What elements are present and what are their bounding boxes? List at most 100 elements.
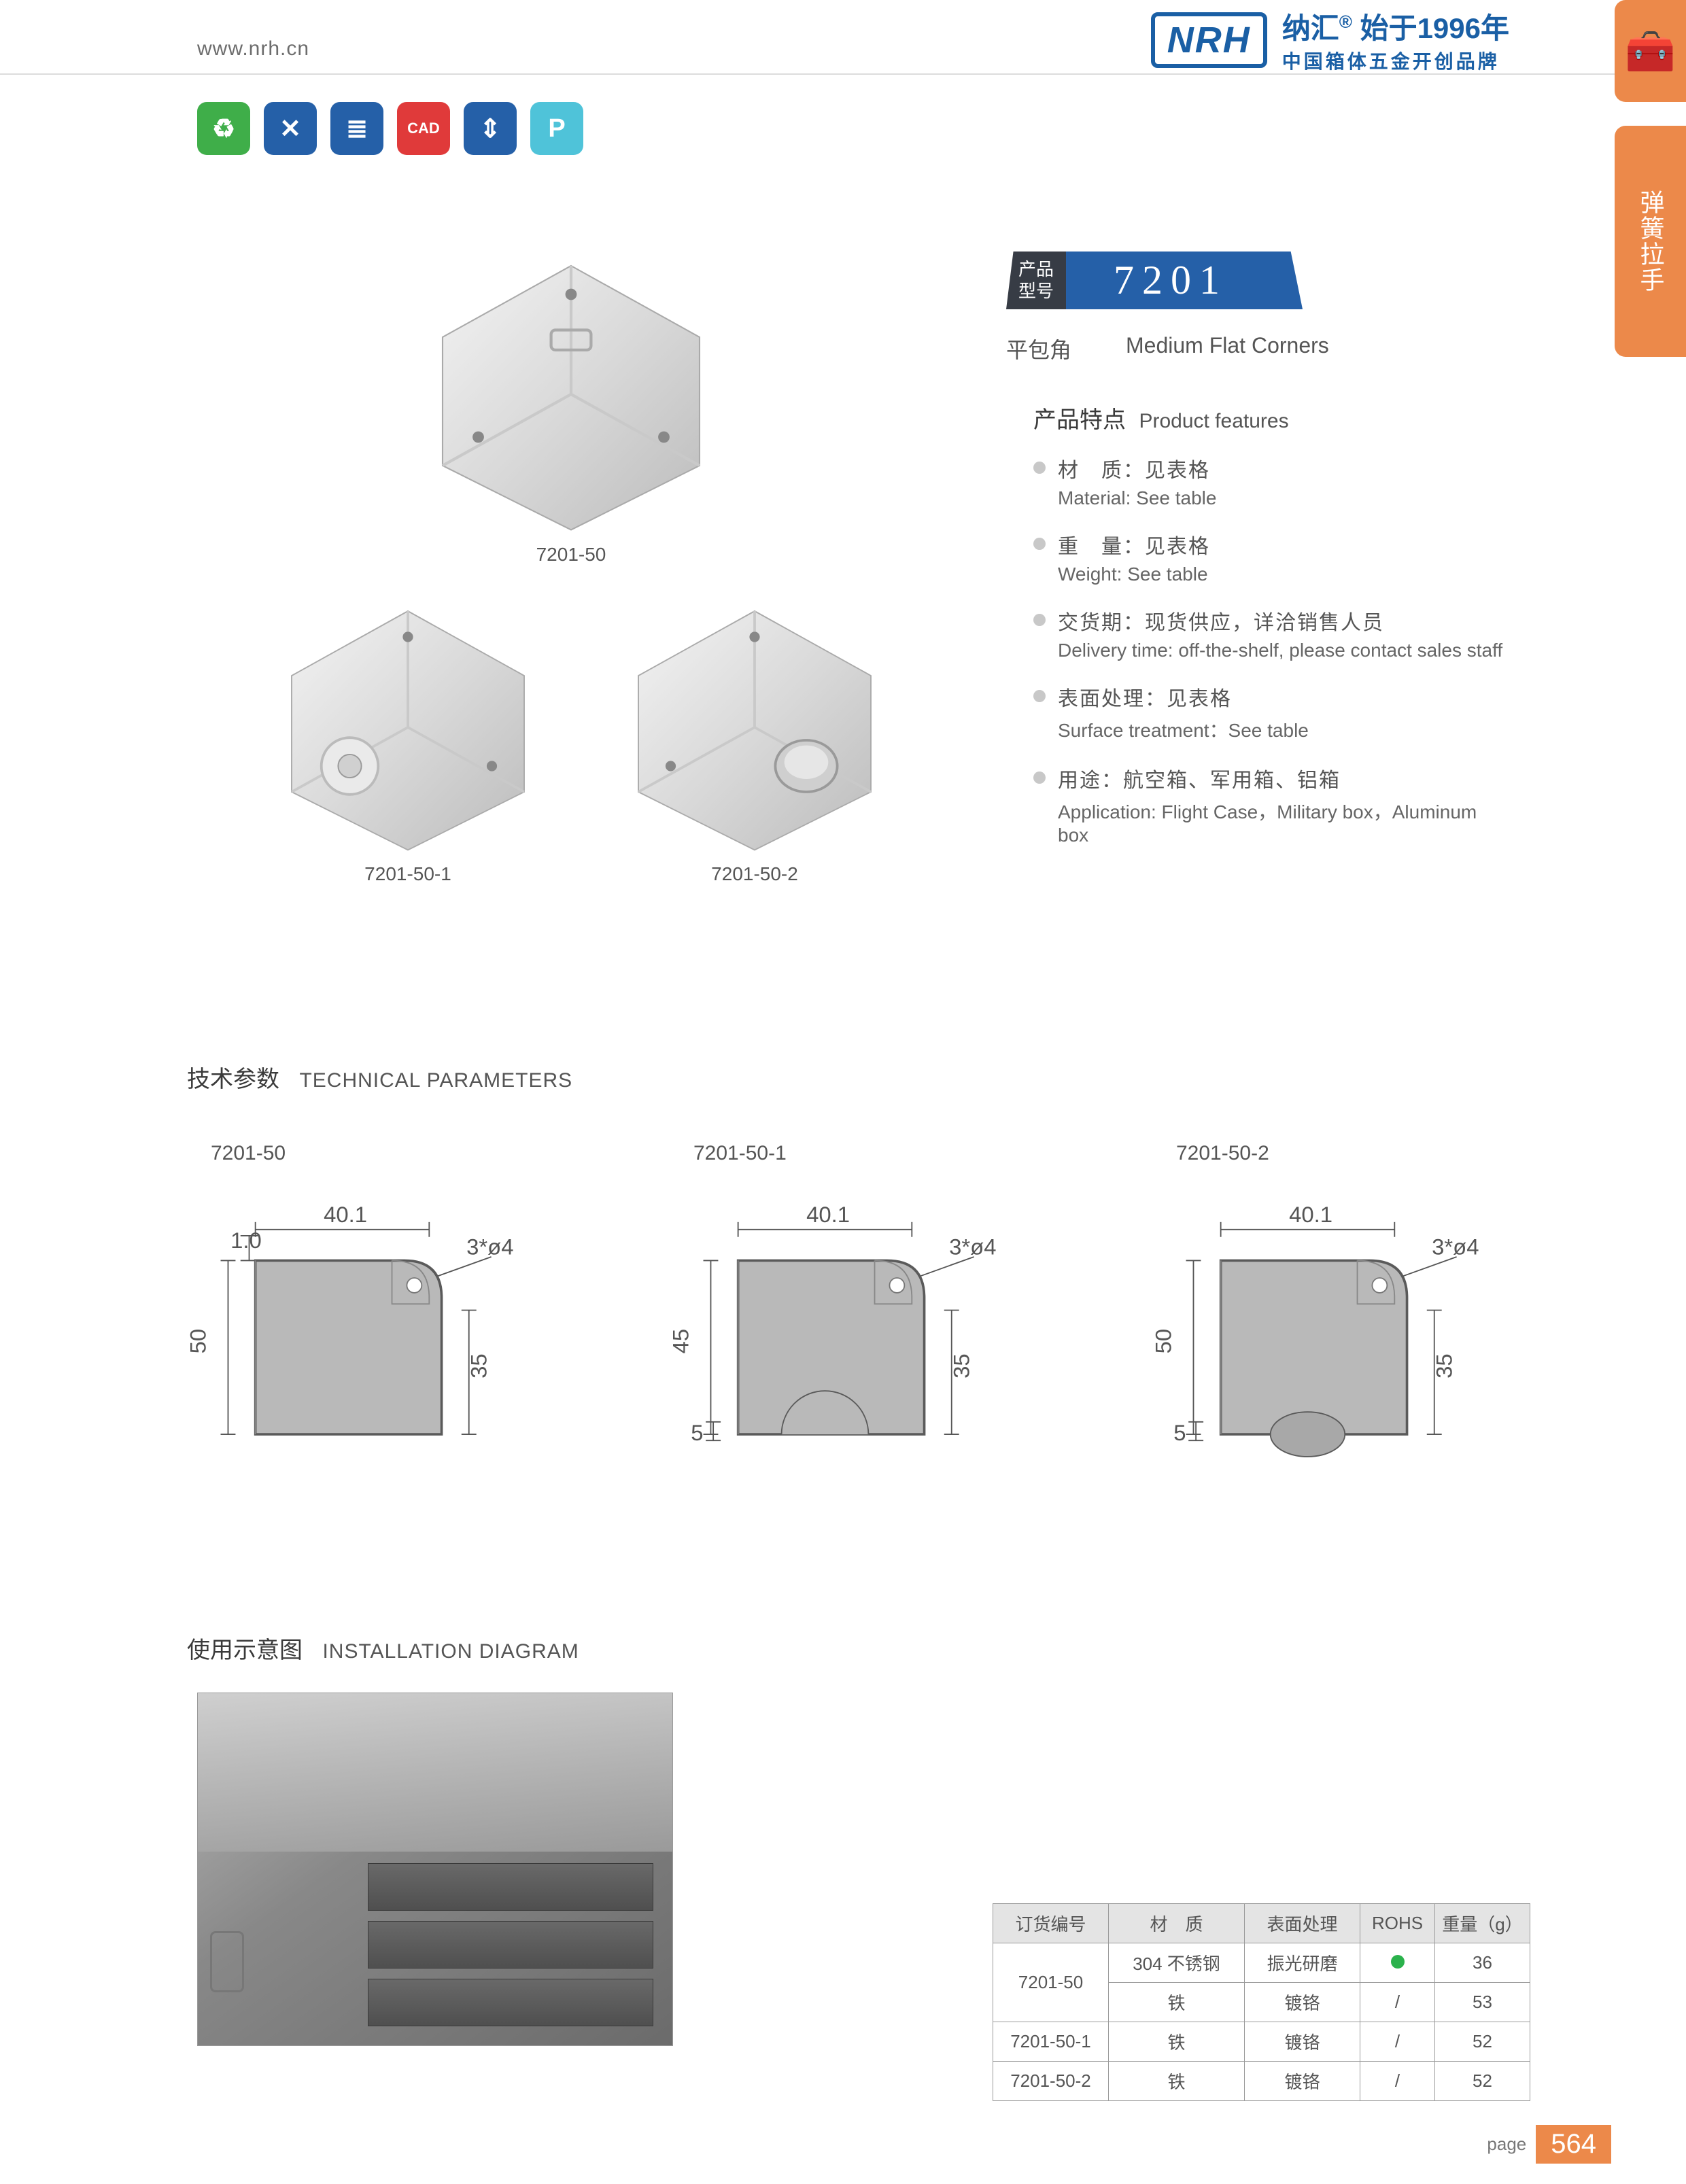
feature-en: Surface treatment：See table bbox=[1058, 716, 1509, 743]
table-header: 表面处理 bbox=[1245, 1904, 1360, 1943]
feature-en: Weight: See table bbox=[1058, 564, 1509, 585]
tech-diagram: 7201-50-2 40.1 3*ø4 50 5 35 bbox=[1142, 1142, 1523, 1478]
registered-icon: ® bbox=[1339, 12, 1352, 32]
brand-logo: NRH 纳汇® 始于1996年 中国箱体五金开创品牌 bbox=[1151, 5, 1509, 74]
features-title-cn: 产品特点 bbox=[1033, 407, 1126, 433]
table-row: 7201-50-2铁镀铬/52 bbox=[993, 2062, 1530, 2101]
svg-text:5: 5 bbox=[691, 1420, 703, 1445]
tech-diagram: 7201-50-1 40.1 3*ø4 45 5 35 bbox=[659, 1142, 1040, 1478]
rohs-dot-icon bbox=[1391, 1955, 1405, 1969]
drawer-illustration bbox=[368, 1921, 653, 1969]
corner-render bbox=[625, 598, 884, 856]
feature-badge-icon: CAD bbox=[397, 102, 450, 155]
page-number: 564 bbox=[1536, 2125, 1611, 2164]
svg-text:40.1: 40.1 bbox=[806, 1202, 850, 1227]
feature-badge-icon: ♻ bbox=[197, 102, 250, 155]
side-tab-category: 弹簧拉手 bbox=[1615, 126, 1686, 357]
table-row: 7201-50-1铁镀铬/52 bbox=[993, 2022, 1530, 2062]
feature-item: 表面处理：见表格 Surface treatment：See table bbox=[1033, 682, 1509, 743]
svg-text:40.1: 40.1 bbox=[324, 1202, 367, 1227]
model-label-line1: 产品 bbox=[1018, 259, 1054, 280]
table-header: ROHS bbox=[1360, 1904, 1435, 1943]
feature-en: Application: Flight Case，Military box，Al… bbox=[1058, 797, 1509, 846]
section-title-tech: 技术参数 TECHNICAL PARAMETERS bbox=[187, 1060, 572, 1094]
logo-tagline: 中国箱体五金开创品牌 bbox=[1282, 47, 1509, 74]
cell-code: 7201-50-1 bbox=[993, 2022, 1109, 2062]
logo-abbr: NRH bbox=[1151, 12, 1267, 68]
tech-title-cn: 技术参数 bbox=[187, 1067, 279, 1092]
installation-photo bbox=[197, 1693, 673, 2046]
cell-rohs: / bbox=[1360, 1983, 1435, 2022]
svg-text:35: 35 bbox=[466, 1353, 491, 1379]
toolbox-icon: 🧰 bbox=[1625, 27, 1676, 75]
feature-en: Delivery time: off-the-shelf, please con… bbox=[1058, 640, 1509, 661]
cell-code: 7201-50 bbox=[993, 1943, 1109, 2022]
technical-diagrams: 7201-50 40.1 1.0 3*ø4 50 35 7201-50-1 bbox=[177, 1142, 1523, 1478]
product-image-variant-1: 7201-50-1 bbox=[279, 598, 537, 885]
install-title-cn: 使用示意图 bbox=[187, 1637, 303, 1663]
tech-title-en: TECHNICAL PARAMETERS bbox=[299, 1069, 572, 1092]
table-row: 7201-50304 不锈钢振光研磨36 bbox=[993, 1943, 1530, 1983]
cell-surface: 振光研磨 bbox=[1245, 1943, 1360, 1983]
feature-item: 重 量：见表格 Weight: See table bbox=[1033, 530, 1509, 585]
cell-rohs: / bbox=[1360, 2062, 1435, 2101]
feature-cn: 重 量：见表格 bbox=[1058, 530, 1509, 559]
page-label: page bbox=[1487, 2134, 1526, 2155]
feature-en: Material: See table bbox=[1058, 487, 1509, 509]
tech-diagram: 7201-50 40.1 1.0 3*ø4 50 35 bbox=[177, 1142, 557, 1478]
tech-drawing: 40.1 3*ø4 45 5 35 bbox=[659, 1192, 1040, 1478]
model-number: 7201 bbox=[1066, 252, 1303, 309]
section-title-install: 使用示意图 INSTALLATION DIAGRAM bbox=[187, 1631, 579, 1665]
corner-render bbox=[428, 252, 714, 537]
model-subtitle: 平包角 Medium Flat Corners bbox=[1006, 333, 1329, 364]
specification-table: 订货编号材 质表面处理ROHS重量（g）7201-50304 不锈钢振光研磨36… bbox=[993, 1903, 1530, 2101]
feature-icon-row: ♻✕≣CAD⇕P bbox=[197, 102, 583, 155]
svg-text:35: 35 bbox=[1431, 1353, 1456, 1379]
cell-material: 铁 bbox=[1109, 1983, 1245, 2022]
svg-text:5: 5 bbox=[1173, 1420, 1186, 1445]
tech-diagram-label: 7201-50 bbox=[211, 1142, 286, 1165]
model-label: 产品 型号 bbox=[1006, 252, 1066, 309]
model-label-line2: 型号 bbox=[1018, 281, 1054, 302]
logo-since: 始于1996年 bbox=[1360, 12, 1509, 44]
site-url: www.nrh.cn bbox=[197, 37, 309, 60]
page-header: www.nrh.cn NRH 纳汇® 始于1996年 中国箱体五金开创品牌 bbox=[0, 0, 1686, 75]
svg-text:35: 35 bbox=[948, 1353, 974, 1379]
logo-cn-name: 纳汇 bbox=[1282, 12, 1339, 44]
product-label: 7201-50-2 bbox=[711, 863, 798, 885]
tech-diagram-label: 7201-50-2 bbox=[1176, 1142, 1269, 1165]
feature-item: 交货期：现货供应，详洽销售人员 Delivery time: off-the-s… bbox=[1033, 606, 1509, 661]
product-features: 产品特点 Product features 材 质：见表格 Material: … bbox=[1033, 401, 1509, 867]
svg-text:1.0: 1.0 bbox=[230, 1228, 262, 1253]
tech-drawing: 40.1 1.0 3*ø4 50 35 bbox=[177, 1192, 557, 1478]
feature-badge-icon: ⇕ bbox=[464, 102, 517, 155]
drawer-illustration bbox=[368, 1979, 653, 2026]
svg-text:3*ø4: 3*ø4 bbox=[466, 1234, 513, 1259]
feature-item: 材 质：见表格 Material: See table bbox=[1033, 453, 1509, 509]
tech-drawing: 40.1 3*ø4 50 5 35 bbox=[1142, 1192, 1523, 1478]
cell-weight: 52 bbox=[1435, 2062, 1530, 2101]
drawer-illustration bbox=[368, 1863, 653, 1911]
model-badge: 产品 型号 7201 bbox=[1006, 252, 1303, 309]
cell-surface: 镀铬 bbox=[1245, 1983, 1360, 2022]
cell-surface: 镀铬 bbox=[1245, 2022, 1360, 2062]
product-image-variant-2: 7201-50-2 bbox=[625, 598, 884, 885]
feature-badge-icon: P bbox=[530, 102, 583, 155]
table-header: 材 质 bbox=[1109, 1904, 1245, 1943]
tech-diagram-label: 7201-50-1 bbox=[693, 1142, 787, 1165]
feature-item: 用途：航空箱、军用箱、铝箱 Application: Flight Case，M… bbox=[1033, 763, 1509, 846]
product-label: 7201-50-1 bbox=[364, 863, 451, 885]
feature-cn: 用途：航空箱、军用箱、铝箱 bbox=[1058, 763, 1509, 793]
table-header: 订货编号 bbox=[993, 1904, 1109, 1943]
cell-material: 铁 bbox=[1109, 2062, 1245, 2101]
side-tab-icon: 🧰 bbox=[1615, 0, 1686, 102]
svg-text:50: 50 bbox=[186, 1329, 211, 1354]
svg-text:3*ø4: 3*ø4 bbox=[1432, 1234, 1479, 1259]
cell-rohs: / bbox=[1360, 2022, 1435, 2062]
feature-cn: 表面处理：见表格 bbox=[1058, 682, 1509, 712]
feature-cn: 交货期：现货供应，详洽销售人员 bbox=[1058, 606, 1509, 636]
features-title: 产品特点 Product features bbox=[1033, 401, 1509, 434]
page-footer: page 564 bbox=[1487, 2125, 1611, 2164]
handle-illustration bbox=[210, 1931, 244, 1992]
cell-weight: 52 bbox=[1435, 2022, 1530, 2062]
